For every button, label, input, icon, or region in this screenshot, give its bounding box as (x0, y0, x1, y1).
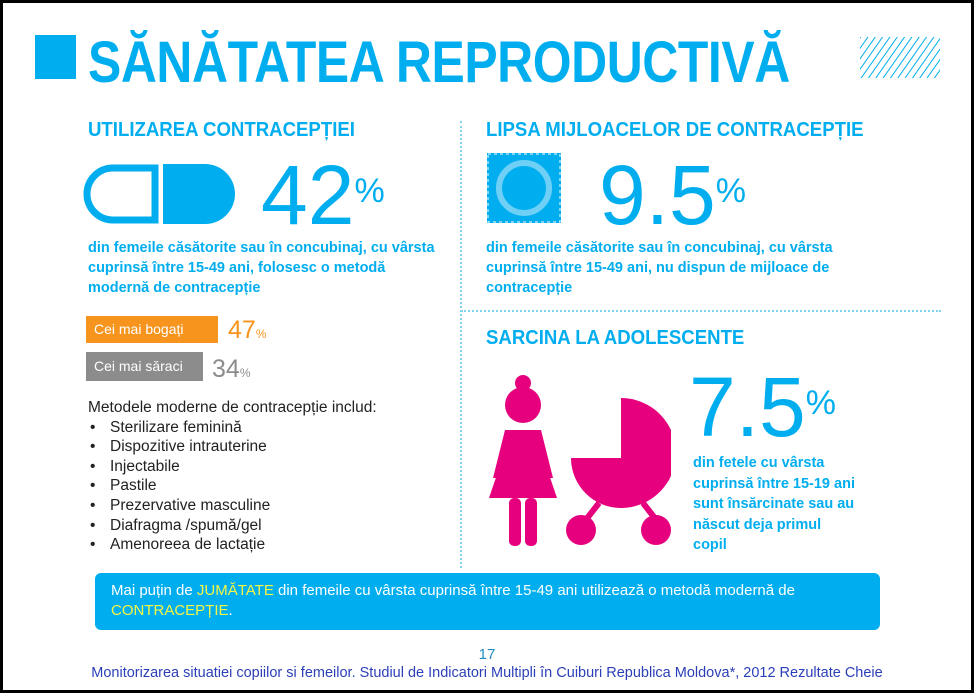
summary-callout: Mai puțin de JUMĂTATE din femeile cu vâr… (95, 573, 880, 630)
teen-pregnancy-description: din fetele cu vârsta cuprinsă între 15-1… (693, 455, 855, 553)
lack-of-contraception-description: din femeile căsătorite sau în concubinaj… (486, 240, 833, 296)
contraception-use-heading: UTILIZAREA CONTRACEPȚIEI (88, 119, 355, 141)
footer-source: Monitorizarea situatiei copiilor si feme… (91, 665, 883, 681)
stroller-icon (566, 398, 671, 545)
pill-icon (83, 164, 235, 224)
girl-icon (489, 375, 557, 546)
value-number: 34 (212, 355, 240, 383)
callout-highlight: JUMĂTATE (196, 582, 274, 599)
percent-sign: % (354, 172, 385, 210)
percent-sign: % (805, 384, 837, 422)
callout-text: . (228, 602, 233, 619)
value-number: 47 (228, 316, 256, 344)
poorest-label: Cei mai săraci (86, 352, 203, 381)
title-square (35, 35, 76, 79)
richest-value: 47% (228, 316, 266, 345)
value-number: 42 (261, 148, 355, 242)
hatch-decoration (860, 37, 940, 78)
methods-list: Sterilizare feminină Dispozitive intraut… (88, 418, 377, 555)
richest-label: Cei mai bogați (86, 316, 218, 343)
vertical-divider (460, 121, 462, 568)
list-item: Injectabile (88, 457, 377, 477)
list-item: Sterilizare feminină (88, 418, 377, 438)
lack-of-contraception-value: 9.5% (599, 153, 746, 237)
list-item: Dispozitive intrauterine (88, 437, 377, 457)
lack-of-contraception-heading: LIPSA MIJLOACELOR DE CONTRACEPȚIE (486, 119, 864, 141)
callout-text: din femeile cu vârsta cuprinsă între 15-… (273, 582, 795, 599)
teen-pregnancy-heading: SARCINA LA ADOLESCENTE (486, 327, 745, 349)
percent-sign: % (239, 366, 251, 380)
list-item: Pastile (88, 476, 377, 496)
value-number: 9.5 (599, 148, 716, 242)
page: SĂNĂTATEA REPRODUCTIVĂ UTILIZAREA CONTRA… (3, 3, 971, 690)
page-number: 17 (478, 646, 496, 663)
list-item: Amenoreea de lactație (88, 535, 377, 555)
list-item: Prezervative masculine (88, 496, 377, 516)
teen-pregnancy-value: 7.5% (689, 365, 836, 449)
horizontal-divider (461, 310, 941, 312)
list-item: Diafragma /spumă/gel (88, 516, 377, 536)
value-number: 7.5 (689, 360, 806, 454)
methods-section: Metodele moderne de contracepție includ:… (88, 398, 377, 555)
callout-highlight: CONTRACEPȚIE (111, 602, 229, 619)
poorest-value: 34% (212, 355, 250, 384)
methods-intro: Metodele moderne de contracepție includ: (88, 399, 377, 416)
percent-sign: % (255, 327, 267, 341)
page-title: SĂNĂTATEA REPRODUCTIVĂ (88, 30, 790, 95)
callout-text: Mai puțin de (111, 582, 197, 599)
contraception-use-value: 42% (261, 153, 385, 237)
contraception-use-description: din femeile căsătorite sau în concubinaj… (88, 240, 435, 296)
percent-sign: % (715, 172, 747, 210)
condom-icon (487, 153, 561, 223)
